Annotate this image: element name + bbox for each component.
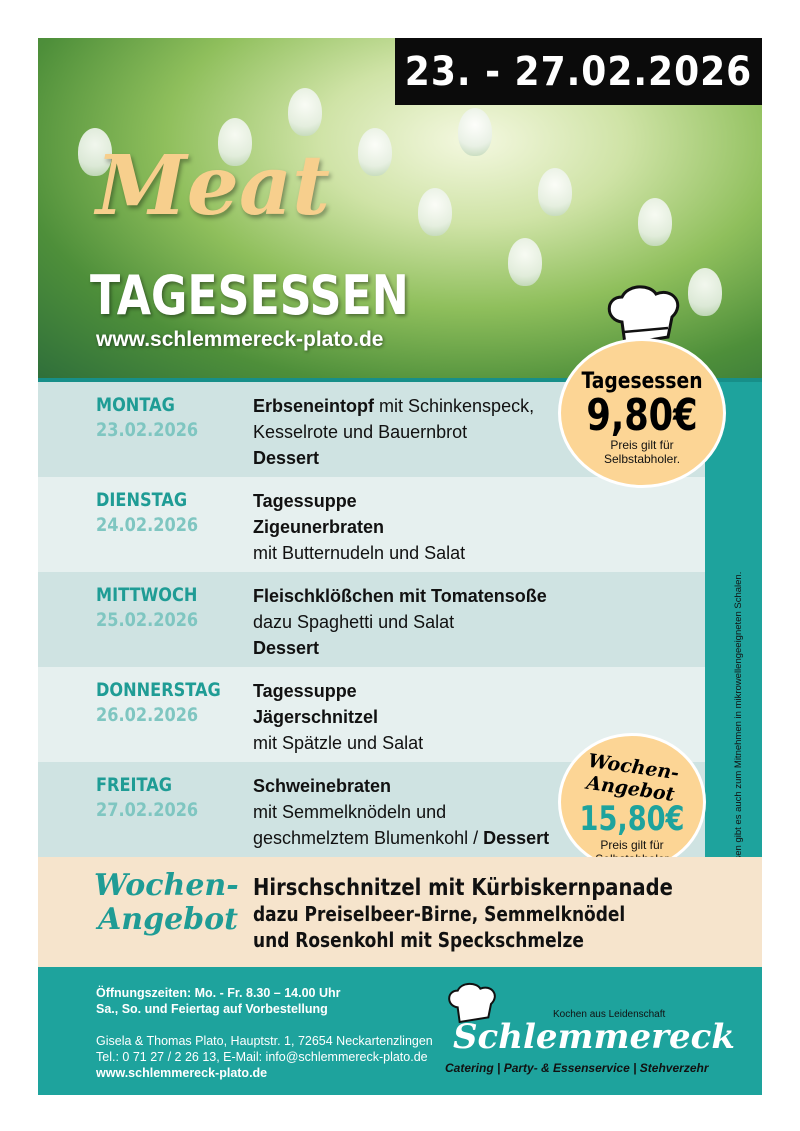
daily-price-badge: Tagesessen 9,80€ Preis gilt für Selbstab… (558, 338, 726, 488)
website-link[interactable]: www.schlemmereck-plato.de (96, 328, 384, 351)
dish-text: Fleischklößchen mit Tomatensoße (253, 586, 547, 606)
dish-text: Tagessuppe (253, 681, 357, 701)
day-name: MITTWOCH (96, 584, 198, 606)
day-name: MONTAG (96, 394, 175, 416)
dish-text: Jägerschnitzel (253, 707, 379, 727)
title-script: Meat (96, 138, 330, 234)
day-name: DONNERSTAG (96, 679, 221, 701)
badge-note: Preis gilt für (600, 838, 664, 852)
day-name: FREITAG (96, 774, 173, 796)
dish-text: Dessert (253, 448, 320, 468)
day-row: DIENSTAG 24.02.2026 Tagessuppe Zigeunerbrat… (38, 477, 705, 572)
dish-text: Dessert (483, 828, 550, 848)
dish-text: Schweinebraten (253, 776, 392, 796)
day-date: 25.02.2026 (96, 609, 199, 631)
day-row: MITTWOCH 25.02.2026 Fleischklößchen mit To… (38, 572, 705, 667)
dish-description: Erbseneintopf mit Schinkenspeck, Kesselro… (253, 382, 534, 477)
dish-text: dazu Spaghetti und Salat (253, 612, 455, 632)
page-title: TAGESESSEN (90, 264, 409, 327)
day-date: 26.02.2026 (96, 704, 199, 726)
side-note: Alle Speisen gibt es auch zum Mitnehmen … (733, 571, 744, 898)
dish-description: Tagessuppe Jägerschnitzel mit Spätzle und … (253, 667, 423, 762)
day-date: 24.02.2026 (96, 514, 199, 536)
menu-flyer: 23. - 27.02.2026 Meat TAGESESSEN www.sch… (38, 38, 762, 1095)
dish-description: Schweinebraten mit Semmelknödeln und gesch… (253, 762, 549, 857)
badge-note: Selbstabholer. (603, 452, 681, 466)
chef-hat-icon (448, 982, 496, 1024)
address: Gisela & Thomas Plato, Hauptstr. 1, 7265… (96, 1034, 433, 1048)
opening-hours: Öffnungszeiten: Mo. - Fr. 8.30 – 14.00 U… (96, 986, 341, 1000)
day-date: 23.02.2026 (96, 419, 199, 441)
footer: Öffnungszeiten: Mo. - Fr. 8.30 – 14.00 U… (38, 967, 762, 1095)
badge-note: Preis gilt für (610, 438, 674, 452)
schlemmereck-logo: Kochen aus Leidenschaft Schlemmereck Cat… (443, 979, 735, 1079)
dish-text: Kesselrote und Bauernbrot (253, 422, 468, 442)
chef-hat-icon (607, 285, 680, 346)
weekly-offer-label: Wochen- Angebot (94, 868, 239, 937)
dish-description: Fleischklößchen mit Tomatensoße dazu Spag… (253, 572, 547, 667)
opening-hours-note: Sa., So. und Feiertag auf Vorbestellung (96, 1002, 328, 1016)
badge-title: Tagesessen (581, 369, 703, 394)
dish-text: Erbseneintopf (253, 396, 375, 416)
weekly-price: 15,80€ (579, 799, 685, 839)
dish-text: geschmelztem Blumenkohl / (253, 828, 484, 848)
date-range: 23. - 27.02.2026 (395, 38, 762, 105)
footer-website-link[interactable]: www.schlemmereck-plato.de (96, 1066, 268, 1080)
weekly-offer-dish: Hirschschnitzel mit Kürbiskernpanade dazu… (253, 875, 673, 952)
day-name: DIENSTAG (96, 489, 188, 511)
weekly-offer-band: Wochen- Angebot Hirschschnitzel mit Kürbi… (38, 857, 762, 967)
dish-text: Tagessuppe (253, 491, 357, 511)
dish-text: mit Spätzle und Salat (253, 733, 424, 753)
dish-text: mit Semmelknödeln und (253, 802, 447, 822)
weekly-price-badge: Wochen-Angebot 15,80€ Preis gilt für Sel… (558, 733, 706, 871)
dish-description: Tagessuppe Zigeunerbraten mit Butternudeln… (253, 477, 465, 572)
dish-text: mit Schinkenspeck, (374, 396, 535, 416)
contact: Tel.: 0 71 27 / 2 26 13, E-Mail: info@sc… (96, 1050, 428, 1064)
dish-text: Dessert (253, 638, 320, 658)
dish-text: Zigeunerbraten (253, 517, 385, 537)
daily-price: 9,80€ (586, 390, 698, 441)
dish-text: mit Butternudeln und Salat (253, 543, 466, 563)
day-date: 27.02.2026 (96, 799, 199, 821)
